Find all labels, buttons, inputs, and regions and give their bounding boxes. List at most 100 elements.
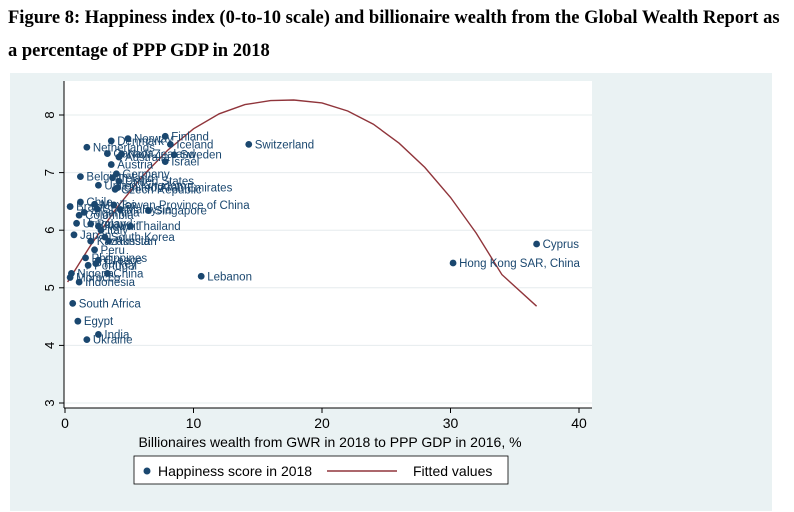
point-label: South Africa — [79, 298, 142, 310]
point-label: Switzerland — [255, 139, 314, 151]
point-label: Ireland — [119, 173, 154, 185]
data-point — [197, 272, 205, 280]
point-label: Turkey — [102, 259, 137, 271]
data-point — [124, 135, 132, 143]
legend: Happiness score in 2018 Fitted values — [133, 455, 509, 485]
legend-label-happiness: Happiness score in 2018 — [158, 463, 312, 479]
data-point — [114, 184, 122, 191]
legend-marker-icon — [143, 467, 151, 475]
point-label: Greece — [104, 255, 142, 267]
point-label: Iceland — [176, 139, 213, 151]
data-point — [97, 226, 105, 234]
grid-lines — [64, 114, 592, 404]
data-point — [83, 143, 91, 151]
data-point — [84, 261, 92, 269]
data-point — [73, 219, 80, 227]
point-label: Egypt — [84, 316, 114, 328]
point-label: Philippines — [92, 253, 148, 265]
point-label: Argentina — [90, 207, 140, 219]
point-label: Norway — [134, 134, 173, 146]
fitted-values-line — [67, 99, 538, 307]
data-point — [116, 206, 124, 213]
point-label: Kuwait — [104, 221, 139, 233]
point-label: Germany — [122, 169, 170, 181]
point-label: United States — [125, 176, 194, 188]
data-point — [533, 240, 540, 248]
data-point — [75, 278, 83, 286]
x-axis-label: Billionaires wealth from GWR in 2018 to … — [138, 434, 521, 450]
data-point — [105, 237, 113, 245]
data-point — [161, 158, 169, 166]
x-tick-label: 20 — [314, 415, 330, 431]
data-point — [95, 331, 102, 338]
figure-title: Figure 8: Happiness index (0-to-10 scale… — [8, 8, 780, 61]
point-label: Poland — [97, 219, 133, 231]
data-point — [127, 222, 134, 230]
x-tick-label: 40 — [571, 415, 587, 431]
data-points-layer — [66, 132, 540, 344]
point-label: Taiwan Province of China — [120, 200, 250, 212]
x-tick-label: 10 — [186, 415, 202, 431]
plot-area — [64, 81, 592, 408]
point-label: Nigeria — [77, 268, 114, 280]
data-point — [75, 211, 83, 219]
data-point — [70, 231, 78, 239]
data-point — [69, 299, 77, 307]
data-point — [115, 177, 123, 185]
x-tick-label: 0 — [61, 415, 69, 431]
y-tick-label: 4 — [42, 342, 57, 349]
point-label: Belgium — [86, 172, 128, 184]
data-point — [83, 336, 91, 344]
data-point — [145, 207, 152, 215]
point-label: Uruguay — [83, 218, 127, 230]
point-label: Peru — [101, 245, 125, 257]
point-label: Netherlands — [93, 142, 155, 154]
axes — [63, 81, 592, 409]
point-label: Singapore — [155, 206, 207, 218]
legend-label-fitted: Fitted values — [413, 463, 492, 479]
point-label: Lebanon — [207, 271, 252, 283]
fitted-values-layer — [67, 99, 538, 307]
data-point — [104, 270, 111, 277]
data-point — [107, 137, 115, 145]
point-label: United Arab Emirates — [124, 183, 233, 195]
point-label: Ukraine — [93, 335, 133, 347]
point-label: Sweden — [180, 150, 222, 162]
data-point — [109, 174, 116, 182]
point-label: Thailand — [137, 221, 181, 233]
point-label: India — [104, 329, 130, 341]
data-point — [107, 161, 115, 168]
point-label: Denmark — [117, 136, 164, 148]
data-point — [92, 260, 100, 268]
point-label: Hong Kong SAR, China — [459, 258, 580, 270]
data-point — [104, 150, 111, 157]
point-label: Czech Republic — [121, 184, 202, 196]
data-point — [91, 246, 98, 254]
x-tick-label: 30 — [443, 415, 459, 431]
point-label: Russia — [115, 236, 151, 248]
y-tick-label: 7 — [42, 169, 57, 176]
data-point — [87, 237, 95, 245]
point-label: Finland — [171, 131, 209, 143]
point-label: Brazil — [76, 202, 105, 214]
data-point — [93, 205, 101, 213]
point-label: Colombia — [85, 210, 134, 222]
point-label: China — [113, 268, 144, 280]
data-point — [80, 208, 88, 216]
data-point — [77, 173, 84, 181]
data-point — [66, 203, 74, 210]
point-label: Chile — [86, 197, 112, 209]
y-tick-label: 6 — [42, 227, 57, 234]
point-label: Malaysia — [126, 204, 172, 216]
y-tick-label: 3 — [42, 399, 57, 406]
point-label: Indonesia — [85, 277, 135, 289]
point-label: Austria — [117, 160, 153, 172]
data-point — [449, 259, 457, 267]
point-label: Spain — [103, 204, 132, 216]
point-label: Israel — [171, 157, 199, 169]
chart-panel: 3 4 5 6 7 8 0 10 20 30 40 Finland Norway Denmark Icel… — [10, 73, 772, 511]
axis-ticks: 3 4 5 6 7 8 0 10 20 30 40 — [42, 111, 587, 431]
data-point — [110, 201, 118, 209]
